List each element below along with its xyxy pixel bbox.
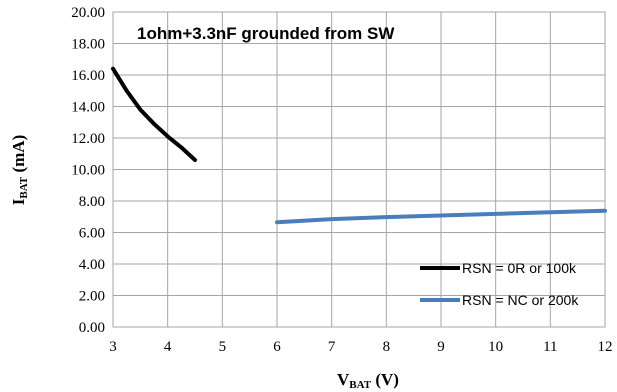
x-tick-label: 6 bbox=[273, 339, 281, 355]
chart-title: 1ohm+3.3nF grounded from SW bbox=[137, 24, 395, 43]
y-tick-label: 18.00 bbox=[71, 37, 105, 53]
grid-lines bbox=[112, 11, 606, 328]
y-tick-labels: 0.00 2.00 4.00 6.00 8.00 10.00 12.00 14.00 16.00… bbox=[71, 5, 105, 336]
y-tick-label: 4.00 bbox=[79, 257, 105, 273]
y-tick-label: 8.00 bbox=[79, 194, 105, 210]
y-axis-title-rest: (mA) bbox=[9, 135, 28, 177]
x-tick-label: 5 bbox=[219, 339, 227, 355]
legend-label-1: RSN = 0R or 100k bbox=[462, 260, 577, 276]
x-axis-title: VBAT (V) bbox=[337, 370, 399, 391]
y-tick-label: 6.00 bbox=[79, 226, 105, 242]
x-tick-label: 9 bbox=[437, 339, 445, 355]
plot-area-border bbox=[112, 11, 606, 328]
y-tick-label: 14.00 bbox=[71, 100, 105, 116]
x-axis-title-sub: BAT bbox=[349, 379, 371, 391]
x-axis-title-rest: (V) bbox=[371, 370, 399, 389]
x-tick-label: 7 bbox=[328, 339, 336, 355]
y-tick-label: 2.00 bbox=[79, 289, 105, 305]
x-axis-title-main: V bbox=[337, 370, 350, 389]
legend-label-2: RSN = NC or 200k bbox=[462, 292, 579, 308]
x-tick-label: 8 bbox=[383, 339, 391, 355]
y-axis-title-main: I bbox=[9, 198, 28, 205]
x-tick-label: 3 bbox=[109, 339, 117, 355]
x-tick-label: 4 bbox=[164, 339, 172, 355]
y-tick-label: 0.00 bbox=[79, 320, 105, 336]
y-tick-label: 10.00 bbox=[71, 163, 105, 179]
x-tick-label: 12 bbox=[598, 339, 613, 355]
x-tick-labels: 3 4 5 6 7 8 9 10 11 12 bbox=[109, 339, 612, 355]
legend: RSN = 0R or 100k RSN = NC or 200k bbox=[420, 260, 579, 308]
series-line-1 bbox=[111, 66, 197, 162]
y-tick-label: 20.00 bbox=[71, 5, 105, 21]
y-axis-title-sub: BAT bbox=[18, 176, 30, 198]
y-tick-label: 16.00 bbox=[71, 68, 105, 84]
x-tick-label: 10 bbox=[488, 339, 503, 355]
data-series bbox=[111, 66, 607, 225]
x-tick-label: 11 bbox=[543, 339, 557, 355]
y-tick-label: 12.00 bbox=[71, 131, 105, 147]
y-axis-title: IBAT (mA) bbox=[9, 135, 30, 205]
series-line-2 bbox=[275, 208, 607, 225]
